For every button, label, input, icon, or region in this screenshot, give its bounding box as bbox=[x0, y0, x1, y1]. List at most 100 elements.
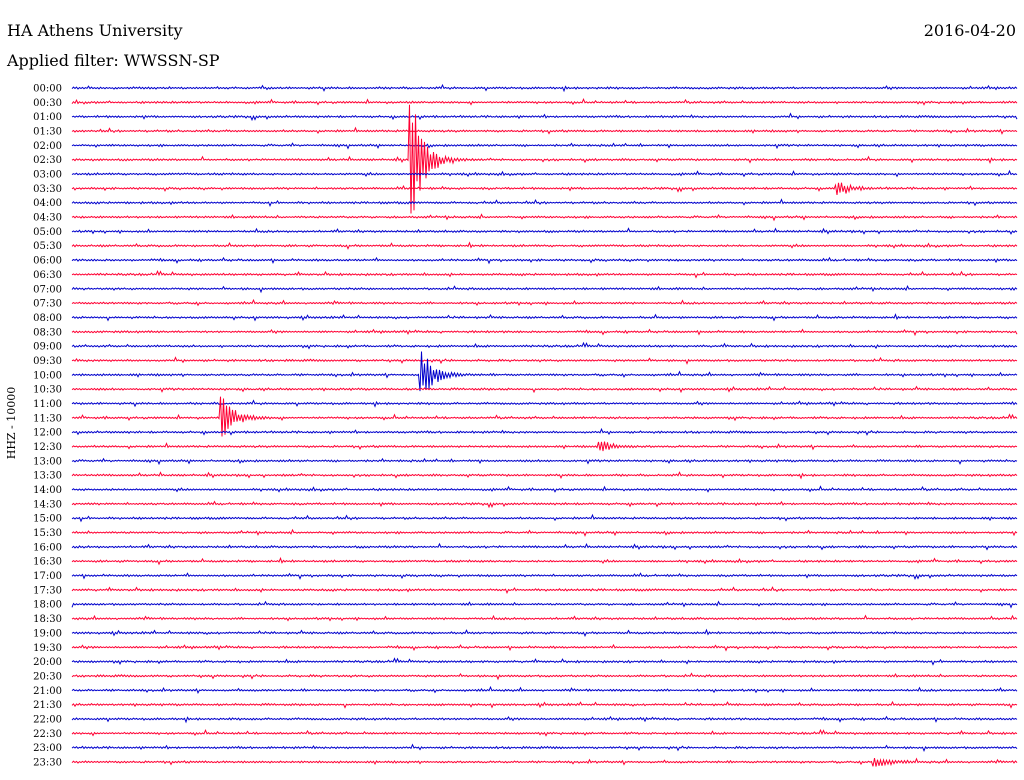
trace-time-label: 17:00 bbox=[33, 571, 62, 582]
trace-line bbox=[71, 198, 1018, 207]
trace-line bbox=[71, 685, 1018, 694]
trace-line bbox=[71, 500, 1018, 509]
trace-time-label: 07:30 bbox=[33, 299, 62, 310]
trace-line bbox=[71, 341, 1018, 350]
trace-time-label: 19:00 bbox=[33, 628, 62, 639]
trace-time-label: 03:30 bbox=[33, 184, 62, 195]
trace-time-label: 22:00 bbox=[33, 714, 62, 725]
trace-line bbox=[71, 385, 1018, 394]
trace-line bbox=[71, 126, 1018, 135]
trace-time-label: 08:30 bbox=[33, 327, 62, 338]
trace-time-label: 18:30 bbox=[33, 614, 62, 625]
trace-time-label: 11:00 bbox=[33, 399, 62, 410]
trace-time-label: 06:30 bbox=[33, 270, 62, 281]
trace-time-label: 02:30 bbox=[33, 155, 62, 166]
trace-time-label: 21:30 bbox=[33, 700, 62, 711]
trace-time-label: 19:30 bbox=[33, 643, 62, 654]
trace-line bbox=[71, 542, 1018, 551]
trace-time-label: 13:30 bbox=[33, 471, 62, 482]
trace-time-label: 17:30 bbox=[33, 585, 62, 596]
trace-line bbox=[71, 356, 1018, 365]
seismic-traces bbox=[71, 83, 1018, 767]
trace-time-label: 12:00 bbox=[33, 428, 62, 439]
trace-line bbox=[71, 284, 1018, 294]
trace-line bbox=[71, 471, 1018, 480]
trace-line bbox=[71, 328, 1018, 337]
time-tick-labels: 00:00 00:30 01:00 01:30 02:00 02:30 03:00 03:30… bbox=[33, 84, 62, 769]
trace-time-label: 10:00 bbox=[33, 370, 62, 381]
trace-line bbox=[71, 572, 1018, 580]
trace-time-label: 07:00 bbox=[33, 284, 62, 295]
trace-time-label: 02:00 bbox=[33, 141, 62, 152]
trace-line bbox=[71, 399, 1018, 408]
trace-line bbox=[71, 104, 1018, 214]
trace-line bbox=[71, 142, 1018, 150]
trace-time-label: 09:00 bbox=[33, 342, 62, 353]
trace-time-label: 16:00 bbox=[33, 542, 62, 553]
trace-time-label: 08:00 bbox=[33, 313, 62, 324]
trace-time-label: 23:00 bbox=[33, 743, 62, 754]
trace-time-label: 16:30 bbox=[33, 557, 62, 568]
trace-line bbox=[71, 427, 1018, 436]
trace-time-label: 14:00 bbox=[33, 485, 62, 496]
trace-time-label: 06:00 bbox=[33, 256, 62, 267]
trace-line bbox=[71, 485, 1018, 493]
trace-time-label: 04:30 bbox=[33, 213, 62, 224]
trace-time-label: 00:00 bbox=[33, 84, 62, 95]
trace-time-label: 15:30 bbox=[33, 528, 62, 539]
trace-line bbox=[71, 457, 1018, 466]
trace-time-label: 21:00 bbox=[33, 686, 62, 697]
trace-line bbox=[71, 643, 1018, 652]
trace-time-label: 20:00 bbox=[33, 657, 62, 668]
trace-line bbox=[71, 396, 1018, 437]
trace-time-label: 05:00 bbox=[33, 227, 62, 238]
trace-line bbox=[71, 241, 1018, 250]
trace-time-label: 14:30 bbox=[33, 499, 62, 510]
trace-line bbox=[71, 600, 1018, 609]
trace-line bbox=[71, 757, 1018, 767]
trace-line bbox=[71, 672, 1018, 681]
trace-line bbox=[71, 556, 1018, 566]
trace-time-label: 15:00 bbox=[33, 514, 62, 525]
trace-line bbox=[71, 700, 1018, 709]
trace-time-label: 01:30 bbox=[33, 127, 62, 138]
trace-time-label: 03:00 bbox=[33, 170, 62, 181]
trace-time-label: 20:30 bbox=[33, 671, 62, 682]
trace-line bbox=[71, 351, 1018, 392]
trace-line bbox=[71, 270, 1018, 279]
trace-line bbox=[71, 256, 1018, 265]
trace-line bbox=[71, 513, 1018, 523]
trace-line bbox=[71, 227, 1018, 235]
trace-time-label: 12:30 bbox=[33, 442, 62, 453]
trace-time-label: 01:00 bbox=[33, 112, 62, 123]
trace-line bbox=[71, 83, 1018, 93]
trace-line bbox=[71, 614, 1018, 622]
trace-line bbox=[71, 298, 1018, 307]
trace-line bbox=[71, 182, 1018, 195]
station-title: HA Athens University bbox=[7, 21, 183, 40]
date-label: 2016-04-20 bbox=[924, 21, 1016, 40]
trace-line bbox=[71, 728, 1018, 737]
trace-line bbox=[71, 715, 1018, 724]
trace-time-label: 05:30 bbox=[33, 241, 62, 252]
trace-line bbox=[71, 743, 1018, 753]
channel-axis-label: HHZ - 10000 bbox=[5, 387, 18, 460]
trace-line bbox=[71, 441, 1018, 452]
trace-line bbox=[71, 528, 1018, 537]
trace-time-label: 00:30 bbox=[33, 98, 62, 109]
trace-time-label: 18:00 bbox=[33, 600, 62, 611]
trace-line bbox=[71, 169, 1018, 178]
trace-line bbox=[71, 98, 1018, 106]
trace-time-label: 22:30 bbox=[33, 729, 62, 740]
trace-line bbox=[71, 586, 1018, 595]
trace-time-label: 13:00 bbox=[33, 456, 62, 467]
filter-label: Applied filter: WWSSN-SP bbox=[6, 51, 220, 70]
trace-time-label: 09:30 bbox=[33, 356, 62, 367]
trace-time-label: 04:00 bbox=[33, 198, 62, 209]
trace-line bbox=[71, 313, 1018, 322]
trace-time-label: 11:30 bbox=[33, 413, 62, 424]
trace-line bbox=[71, 628, 1018, 638]
trace-line bbox=[71, 112, 1018, 122]
trace-time-label: 10:30 bbox=[33, 385, 62, 396]
